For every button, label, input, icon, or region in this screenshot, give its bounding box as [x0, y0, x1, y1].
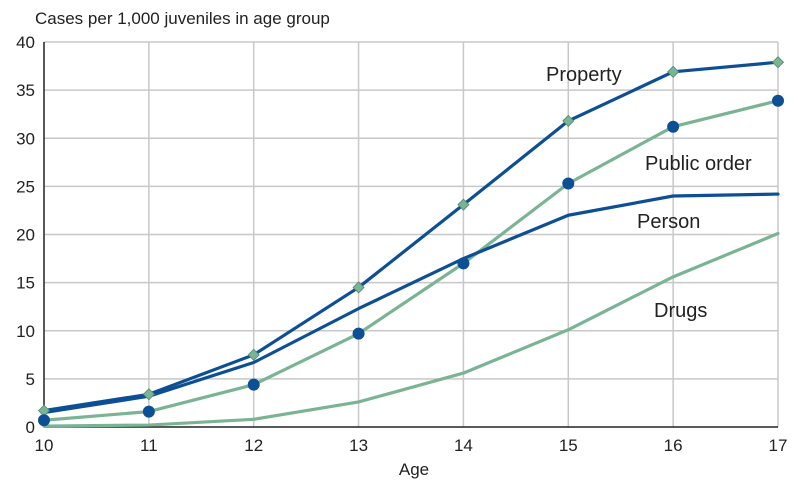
y-tick-label: 30 [16, 129, 35, 148]
x-tick-label: 10 [35, 436, 54, 455]
data-point-public-order [457, 257, 470, 270]
series-lines [42, 60, 780, 428]
x-axis-title: Age [399, 460, 429, 479]
axes [43, 42, 778, 428]
y-tick-label: 0 [26, 418, 35, 437]
series-label-public-order: Public order [645, 153, 752, 175]
data-point-property [247, 348, 260, 361]
series-label-person: Person [637, 211, 700, 233]
x-tick-label: 13 [349, 436, 368, 455]
data-point-public-order [562, 177, 575, 190]
x-tick-label: 11 [140, 436, 158, 455]
data-point-property [771, 56, 785, 69]
data-point-property [352, 281, 365, 294]
y-tick-label: 25 [16, 177, 35, 196]
y-tick-label: 40 [16, 33, 35, 52]
x-tick-label: 15 [559, 436, 578, 455]
x-tick-label: 16 [664, 436, 683, 455]
data-point-property [562, 114, 575, 127]
data-point-public-order [38, 414, 50, 427]
series-line-person [42, 192, 780, 415]
data-point-public-order [667, 120, 680, 133]
series-line-property [42, 60, 780, 413]
x-tick-label: 17 [769, 436, 788, 455]
series-label-property: Property [546, 64, 622, 86]
y-tick-label: 5 [26, 370, 35, 389]
data-point-property [142, 388, 155, 401]
data-point-public-order [247, 378, 260, 391]
series-line-drugs [42, 231, 780, 428]
series-label-drugs: Drugs [654, 300, 707, 322]
y-tick-label: 35 [16, 81, 35, 100]
x-tick-label: 14 [454, 436, 473, 455]
x-tick-label: 12 [244, 436, 263, 455]
y-tick-label: 15 [16, 274, 35, 293]
series-markers [37, 56, 785, 427]
tick-labels: 0 5 10 15 20 25 30 35 40 10 11 12 13 14 15 16 17 [16, 33, 787, 455]
series-line-public-order [42, 99, 780, 422]
data-point-property [667, 65, 680, 78]
y-tick-label: 20 [16, 226, 35, 245]
data-point-property [457, 198, 470, 211]
data-point-public-order [142, 405, 155, 418]
data-point-public-order [352, 327, 365, 340]
data-point-public-order [772, 94, 784, 107]
y-tick-label: 10 [16, 322, 35, 341]
grid [44, 41, 779, 427]
y-axis-title: Cases per 1,000 juveniles in age group [35, 9, 330, 28]
